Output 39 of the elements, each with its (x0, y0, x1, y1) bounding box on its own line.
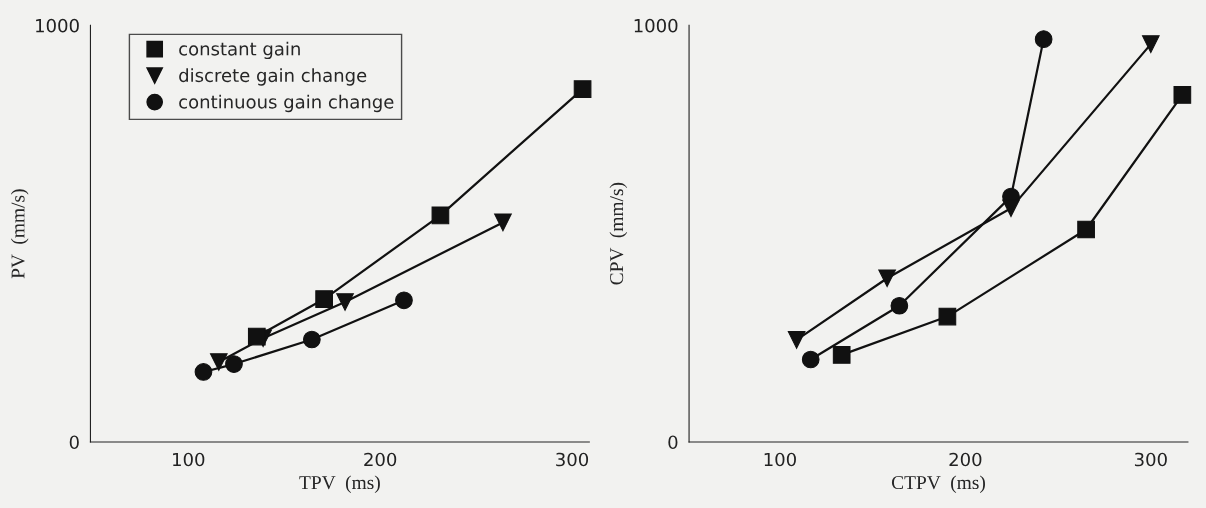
point (225, 355, 243, 373)
point (209, 353, 228, 371)
y-tick-label: 0 (69, 435, 79, 450)
point (938, 307, 957, 326)
x-tick-label: 300 (556, 452, 589, 467)
point (890, 296, 909, 315)
point (801, 350, 820, 369)
point (1002, 199, 1020, 218)
x-axis-title: CTPV (ms) (891, 475, 985, 494)
x-axis-title: TPV (ms) (299, 475, 380, 494)
point (787, 331, 806, 349)
legend-label: continuous gain change (179, 94, 394, 113)
x-tick-label: 100 (764, 452, 796, 467)
legend-label: constant gain (179, 41, 300, 60)
x-tick-label: 200 (364, 452, 397, 467)
legend-label: discrete gain change (179, 68, 367, 86)
point (247, 327, 266, 346)
point (494, 213, 512, 232)
x-tick-label: 100 (173, 452, 205, 467)
point (878, 269, 896, 288)
point (1173, 86, 1192, 104)
point (832, 346, 851, 364)
point (395, 291, 413, 310)
point (1077, 220, 1095, 239)
x-tick-label: 200 (949, 452, 982, 467)
y-tick-label: 0 (668, 435, 678, 450)
y-tick-label: 1000 (36, 18, 79, 33)
point (1141, 35, 1160, 53)
point (1034, 30, 1053, 48)
point (194, 363, 213, 381)
point (431, 206, 450, 225)
point (336, 293, 354, 311)
point (573, 80, 592, 98)
x-tick-label: 300 (1134, 452, 1167, 467)
y-axis-title: CPV (mm/s) (609, 182, 628, 285)
point (303, 330, 321, 349)
y-axis-title: PV (mm/s) (10, 189, 29, 279)
point (315, 290, 333, 308)
y-tick-label: 1000 (634, 18, 678, 33)
